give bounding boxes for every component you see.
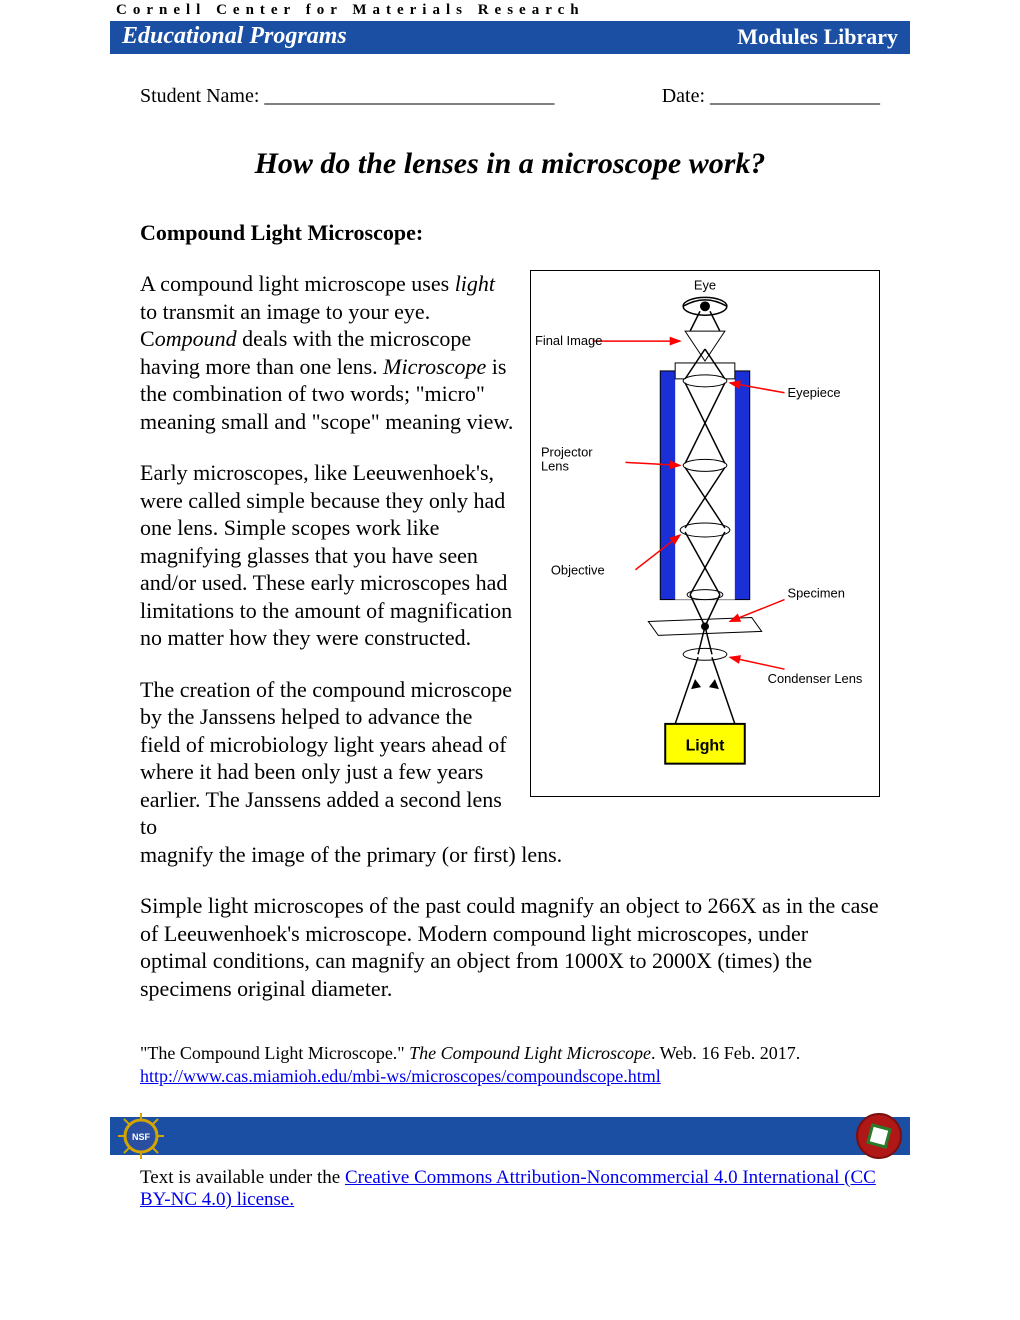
label-projector-2: Lens [541, 458, 569, 473]
paragraph-4: Simple light microscopes of the past cou… [140, 892, 880, 1002]
label-projector-1: Projector [541, 444, 593, 459]
paragraph-3-partial: The creation of the compound microscope … [140, 676, 516, 841]
label-specimen: Specimen [788, 586, 845, 601]
header-banner: Cornell Center for Materials Research Ed… [110, 0, 910, 54]
p1d: ompound [155, 326, 237, 351]
citation-pre: "The Compound Light Microscope." [140, 1043, 409, 1063]
ccmr-badge-icon [854, 1111, 904, 1161]
after-figure-text: magnify the image of the primary (or fir… [140, 841, 880, 1003]
name-date-row: Student Name: __________________________… [140, 84, 880, 109]
nsf-badge-icon: NSF [116, 1111, 166, 1161]
p1a: A compound light microscope uses [140, 271, 455, 296]
banner-left-text: Educational Programs [122, 23, 347, 50]
label-objective: Objective [551, 563, 605, 578]
microscope-diagram: Eye Final Image Eyepiece [530, 270, 880, 797]
citation-link[interactable]: http://www.cas.miamioh.edu/mbi-ws/micros… [140, 1066, 661, 1086]
license-pre: Text is available under the [140, 1167, 345, 1188]
body-wrap: A compound light microscope uses light t… [140, 270, 880, 841]
p1f: Microscope [383, 354, 486, 379]
student-name-field: Student Name: __________________________… [140, 84, 554, 109]
content-area: Student Name: __________________________… [0, 54, 1020, 1087]
page: Cornell Center for Materials Research Ed… [0, 0, 1020, 1241]
date-field: Date: _________________ [662, 84, 880, 109]
page-title: How do the lenses in a microscope work? [140, 145, 880, 183]
footer-bar: NSF [110, 1117, 910, 1155]
citation: "The Compound Light Microscope." The Com… [140, 1042, 880, 1087]
label-eye: Eye [694, 277, 716, 292]
label-condenser: Condenser Lens [768, 671, 863, 686]
paragraph-2: Early microscopes, like Leeuwenhoek's, w… [140, 459, 516, 652]
paragraph-1: A compound light microscope uses light t… [140, 270, 516, 435]
label-final-image: Final Image [535, 333, 602, 348]
diagram-svg: Eye Final Image Eyepiece [531, 271, 879, 789]
citation-post: . Web. 16 Feb. 2017. [651, 1043, 800, 1063]
paragraph-3-rest: magnify the image of the primary (or fir… [140, 841, 880, 869]
p1b: light [455, 271, 495, 296]
license-text: Text is available under the Creative Com… [140, 1167, 880, 1211]
banner-right-text: Modules Library [737, 24, 898, 50]
banner-bar: Educational Programs Modules Library [110, 21, 910, 54]
label-eyepiece: Eyepiece [788, 385, 841, 400]
svg-text:NSF: NSF [132, 1132, 151, 1142]
citation-ital: The Compound Light Microscope [409, 1043, 651, 1063]
label-light: Light [686, 738, 726, 755]
text-column: A compound light microscope uses light t… [140, 270, 516, 841]
banner-org: Cornell Center for Materials Research [110, 0, 910, 21]
section-heading: Compound Light Microscope: [140, 219, 880, 247]
